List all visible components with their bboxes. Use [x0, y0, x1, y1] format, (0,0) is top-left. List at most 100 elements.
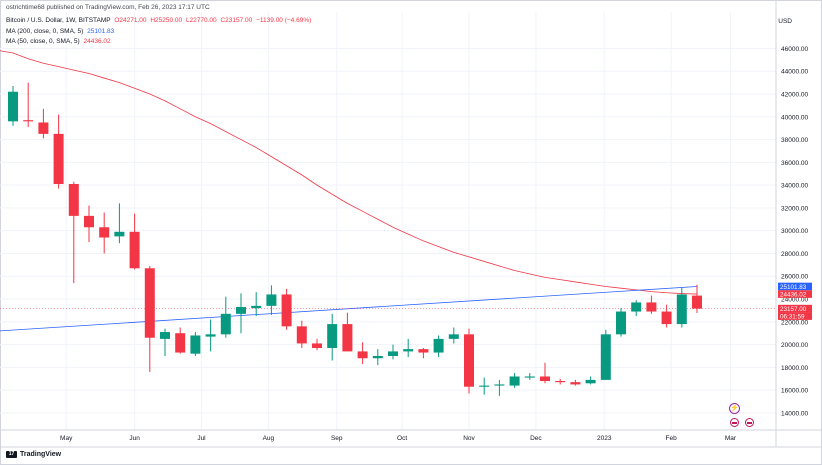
candle-body[interactable] [114, 231, 125, 237]
ma200-value: 25101.83 [87, 27, 115, 35]
legend-main-row: Bitcoin / U.S. Dollar, 1W, BITSTAMP O242… [6, 16, 311, 27]
x-tick-label: Nov [463, 435, 475, 442]
price-axis-label-bg [778, 304, 812, 313]
candle-body[interactable] [540, 376, 550, 382]
candle-body[interactable] [99, 227, 110, 238]
y-tick-label: 26000.00 [781, 274, 808, 281]
candle-body[interactable] [585, 379, 596, 384]
high-value: H25250.00 [150, 17, 183, 24]
candle-body[interactable] [524, 376, 535, 378]
chart-legend: Bitcoin / U.S. Dollar, 1W, BITSTAMP O242… [6, 16, 311, 48]
tradingview-mark-icon: 17 [6, 451, 17, 458]
candle-body[interactable] [38, 122, 49, 134]
candle-body[interactable] [464, 334, 474, 387]
y-tick-label: 42000.00 [781, 92, 808, 99]
candle-body[interactable] [312, 343, 322, 348]
candle-body[interactable] [296, 326, 307, 344]
candle-body[interactable] [661, 311, 672, 325]
x-tick-label: Feb [666, 435, 678, 442]
candle-body[interactable] [220, 313, 231, 335]
close-value: C23157.00 [220, 17, 253, 24]
x-tick-label: 2023 [597, 435, 612, 442]
candle-body[interactable] [160, 332, 170, 339]
candle-body[interactable] [509, 376, 520, 386]
x-tick-label: Jun [129, 435, 140, 442]
symbol-label[interactable]: Bitcoin / U.S. Dollar, 1W, BITSTAMP [6, 17, 111, 24]
price-axis-label: 25101.83 [780, 284, 807, 291]
candle-body[interactable] [570, 382, 581, 385]
y-tick-label: 46000.00 [781, 46, 808, 53]
candle-body[interactable] [448, 334, 459, 339]
candle-body[interactable] [676, 294, 687, 325]
price-axis-label-bg [778, 282, 812, 291]
x-tick-label: Aug [263, 435, 275, 442]
ma50-line [0, 50, 698, 295]
x-tick-label: Oct [397, 435, 407, 442]
candle-body[interactable] [68, 183, 79, 216]
currency-label: USD [778, 18, 792, 25]
candle-body[interactable] [266, 294, 277, 306]
us-flag-icon[interactable] [745, 418, 754, 427]
candle-body[interactable] [342, 324, 353, 352]
legend-ma50-row: MA (50, close, 0, SMA, 5) 24436.02 [6, 37, 311, 48]
ma50-label[interactable]: MA (50, close, 0, SMA, 5) [6, 38, 80, 45]
candle-body[interactable] [479, 385, 490, 387]
candle-body[interactable] [144, 268, 155, 338]
lightning-icon[interactable]: ⚡ [729, 403, 740, 414]
y-tick-label: 14000.00 [781, 410, 808, 417]
candle-body[interactable] [616, 311, 626, 335]
candle-body[interactable] [418, 349, 429, 353]
candle-body[interactable] [175, 333, 186, 353]
candle-body[interactable] [23, 120, 34, 122]
y-tick-label: 40000.00 [781, 114, 808, 121]
price-axis-label: 24436.02 [780, 291, 807, 298]
candle-body[interactable] [388, 351, 398, 356]
candle-body[interactable] [372, 355, 383, 359]
y-tick-label: 22000.00 [781, 319, 808, 326]
y-tick-label: 18000.00 [781, 365, 808, 372]
open-value: O24271.00 [114, 17, 147, 24]
candle-body[interactable] [236, 306, 246, 314]
y-tick-label: 20000.00 [781, 342, 808, 349]
x-tick-label: Mar [725, 435, 737, 442]
x-tick-label: Sep [331, 435, 343, 442]
ma50-value: 24436.02 [83, 38, 111, 45]
low-value: L22770.00 [185, 17, 217, 24]
candle-body[interactable] [403, 349, 414, 352]
candle-body[interactable] [631, 302, 642, 312]
candle-body[interactable] [281, 294, 292, 327]
candle-body[interactable] [555, 381, 566, 383]
y-tick-label: 34000.00 [781, 183, 808, 190]
price-axis-label-bg [778, 290, 812, 298]
candle-body[interactable] [190, 335, 201, 354]
tradingview-brand: TradingView [20, 451, 62, 458]
ma200-label[interactable]: MA (200, close, 0, SMA, 5) [6, 27, 84, 35]
candle-body[interactable] [433, 338, 444, 353]
candle-body[interactable] [600, 334, 611, 380]
publisher-line: ostrichtime68 published on TradingView.c… [6, 4, 210, 11]
y-tick-label: 24000.00 [781, 297, 808, 304]
price-axis-label: 23157.00 [780, 306, 807, 313]
candle-body[interactable] [53, 133, 64, 184]
candle-body[interactable] [129, 231, 140, 269]
us-flag-icon[interactable] [730, 418, 739, 427]
candle-body[interactable] [692, 295, 702, 309]
candle-body[interactable] [357, 351, 368, 359]
candle-body[interactable] [251, 305, 262, 309]
tradingview-logo[interactable]: 17 TradingView [6, 451, 61, 458]
candle-body[interactable] [646, 302, 657, 312]
candle-body[interactable] [494, 384, 505, 386]
y-tick-label: 28000.00 [781, 251, 808, 258]
x-tick-label: Dec [530, 435, 542, 442]
y-tick-label: 16000.00 [781, 388, 808, 395]
y-tick-label: 36000.00 [781, 160, 808, 167]
x-tick-label: Jul [197, 435, 206, 442]
y-tick-label: 38000.00 [781, 137, 808, 144]
candle-body[interactable] [8, 91, 18, 122]
candle-body[interactable] [205, 334, 216, 337]
candle-body[interactable] [84, 215, 94, 228]
y-tick-label: 32000.00 [781, 205, 808, 212]
candle-body[interactable] [327, 324, 338, 348]
price-axis-label: 06:31:59 [780, 314, 805, 321]
